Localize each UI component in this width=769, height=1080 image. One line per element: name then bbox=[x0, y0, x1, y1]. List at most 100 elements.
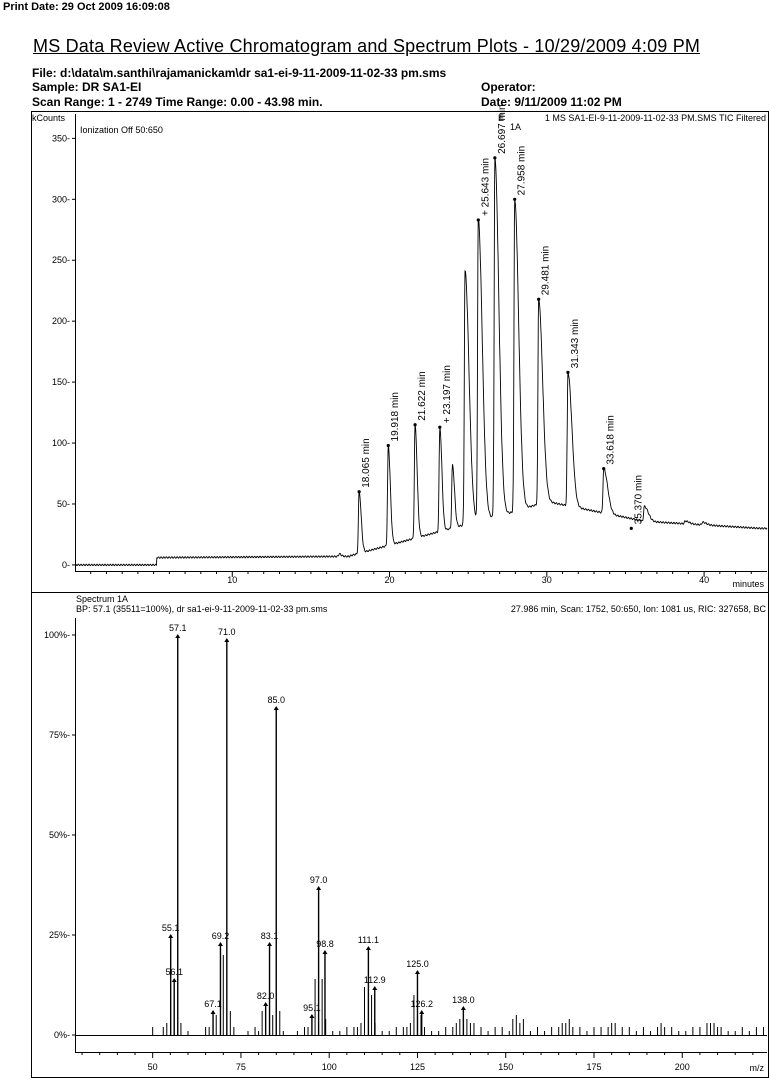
chrom-y-tick-label: 50- bbox=[57, 499, 70, 509]
spec-peak-label: 111.1 bbox=[358, 935, 379, 945]
spec-peak-label: 85.0 bbox=[267, 695, 285, 705]
spec-peak-label: 83.1 bbox=[261, 931, 279, 941]
spec-peak-label: 82.0 bbox=[257, 991, 275, 1001]
plot-frame bbox=[31, 111, 769, 1078]
page-title: MS Data Review Active Chromatogram and S… bbox=[33, 36, 701, 56]
chrom-peak-label: 18.065 min bbox=[361, 438, 372, 487]
spec-peak-label: 98.8 bbox=[316, 939, 334, 949]
spec-peak-marker bbox=[175, 634, 181, 638]
spec-peak-marker bbox=[210, 1010, 216, 1014]
spec-peak-label: 138.0 bbox=[452, 995, 475, 1005]
sample-name: Sample: DR SA1-EI bbox=[32, 80, 142, 94]
spec-x-tick-label: 75 bbox=[236, 1062, 246, 1072]
chrom-peak-marker bbox=[513, 197, 517, 201]
spec-x-tick-label: 100 bbox=[322, 1062, 337, 1072]
scan-range: Scan Range: 1 - 2749 Time Range: 0.00 - … bbox=[32, 95, 323, 109]
spec-x-tick-label: 50 bbox=[148, 1062, 158, 1072]
chrom-header-right: 1 MS SA1-EI-9-11-2009-11-02-33 PM.SMS TI… bbox=[545, 113, 766, 123]
chrom-y-tick-label: 150- bbox=[52, 377, 70, 387]
chrom-header-left: Ionization Off 50:650 bbox=[80, 125, 163, 135]
spec-y-tick-label: 0%- bbox=[54, 1030, 70, 1040]
spec-title: Spectrum 1A bbox=[76, 594, 128, 604]
chrom-marker-1a: 1A bbox=[510, 122, 521, 132]
spec-y-tick-label: 100%- bbox=[44, 630, 70, 640]
spec-x-tick-label: 200 bbox=[675, 1062, 690, 1072]
spec-peak-marker bbox=[171, 978, 177, 982]
spec-header-left: BP: 57.1 (35511=100%), dr sa1-ei-9-11-20… bbox=[76, 604, 328, 614]
chrom-x-tick-label: 20 bbox=[385, 575, 395, 585]
spec-y-tick-label: 75%- bbox=[49, 730, 70, 740]
spec-peak-marker bbox=[263, 1002, 269, 1006]
spec-peak-label: 69.2 bbox=[212, 931, 230, 941]
chrom-peak-label: 29.481 min bbox=[541, 246, 552, 295]
spec-x-tick-label: 150 bbox=[498, 1062, 513, 1072]
spec-peak-marker bbox=[372, 986, 378, 990]
spec-peak-label: 125.0 bbox=[406, 959, 429, 969]
spec-peak-marker bbox=[168, 934, 174, 938]
spec-peak-marker bbox=[365, 946, 371, 950]
spec-peak-marker bbox=[316, 886, 322, 890]
spec-peak-label: 55.1 bbox=[162, 923, 180, 933]
spec-peak-marker bbox=[309, 1014, 315, 1018]
spec-header-right: 27.986 min, Scan: 1752, 50:650, Ion: 108… bbox=[511, 604, 767, 614]
chrom-tic-trace bbox=[74, 157, 768, 567]
chrom-ylabel: kCounts bbox=[32, 113, 66, 123]
chrom-y-tick-label: 0- bbox=[62, 560, 70, 570]
chrom-peak-label: 35.370 min bbox=[633, 475, 644, 524]
spec-peak-label: 95.1 bbox=[303, 1003, 321, 1013]
chrom-peak-label: 27.958 min bbox=[517, 146, 528, 195]
chrom-peak-marker bbox=[629, 526, 633, 530]
chrom-y-tick-label: 200- bbox=[52, 316, 70, 326]
chrom-peak-label: + 23.197 min bbox=[442, 365, 453, 423]
chrom-peak-marker bbox=[438, 425, 442, 429]
spec-peak-marker bbox=[217, 942, 223, 946]
spec-peak-marker bbox=[460, 1006, 466, 1010]
spec-x-tick-label: 175 bbox=[586, 1062, 601, 1072]
spec-peak-marker bbox=[322, 950, 328, 954]
chrom-peak-label: 21.622 min bbox=[417, 371, 428, 420]
chrom-peak-label: 31.343 min bbox=[570, 319, 581, 368]
spec-y-tick-label: 50%- bbox=[49, 830, 70, 840]
spec-peak-marker bbox=[267, 942, 273, 946]
chrom-peak-marker bbox=[602, 467, 606, 471]
spec-peak-marker bbox=[224, 638, 230, 642]
spec-peak-label: 126.2 bbox=[410, 999, 433, 1009]
file-path: File: d:\data\m.santhi\rajamanickam\dr s… bbox=[32, 66, 447, 80]
chrom-xlabel: minutes bbox=[732, 579, 764, 589]
spec-peak-marker bbox=[273, 706, 279, 710]
chrom-peak-label: 19.918 min bbox=[390, 392, 401, 441]
chrom-x-tick-label: 40 bbox=[699, 575, 709, 585]
spec-peak-label: 56.1 bbox=[165, 967, 183, 977]
chrom-y-tick-label: 100- bbox=[52, 438, 70, 448]
spec-peak-marker bbox=[414, 970, 420, 974]
chrom-peak-marker bbox=[537, 297, 541, 301]
chrom-x-tick-label: 10 bbox=[227, 575, 237, 585]
chrom-peak-marker bbox=[493, 156, 497, 160]
chrom-peak-marker bbox=[357, 490, 361, 494]
acquisition-date: Date: 9/11/2009 11:02 PM bbox=[481, 95, 622, 109]
chrom-peak-label: 33.618 min bbox=[606, 415, 617, 464]
operator: Operator: bbox=[481, 80, 536, 94]
print-date: Print Date: 29 Oct 2009 16:09:08 bbox=[3, 1, 170, 13]
chrom-y-tick-label: 350- bbox=[52, 133, 70, 143]
spec-xlabel: m/z bbox=[750, 1063, 765, 1073]
spec-peak-label: 112.9 bbox=[364, 975, 386, 985]
chrom-peak-label: + 25.643 min bbox=[480, 158, 491, 216]
spec-peak-label: 57.1 bbox=[169, 623, 187, 633]
chrom-peak-label: 26.697 min bbox=[497, 104, 508, 153]
spec-peak-label: 67.1 bbox=[204, 999, 222, 1009]
spec-peak-marker bbox=[419, 1010, 425, 1014]
chrom-peak-marker bbox=[413, 423, 417, 427]
chrom-peak-marker bbox=[386, 443, 390, 448]
chrom-peak-marker bbox=[566, 370, 570, 374]
chrom-peak-marker bbox=[476, 218, 480, 222]
spec-peak-label: 97.0 bbox=[310, 875, 328, 885]
spec-peak-label: 71.0 bbox=[218, 627, 236, 637]
chrom-marker-e: E bbox=[498, 113, 504, 123]
chrom-y-tick-label: 300- bbox=[52, 194, 70, 204]
chrom-y-tick-label: 250- bbox=[52, 255, 70, 265]
chrom-x-tick-label: 30 bbox=[542, 575, 552, 585]
spec-x-tick-label: 125 bbox=[410, 1062, 425, 1072]
spec-y-tick-label: 25%- bbox=[49, 930, 70, 940]
